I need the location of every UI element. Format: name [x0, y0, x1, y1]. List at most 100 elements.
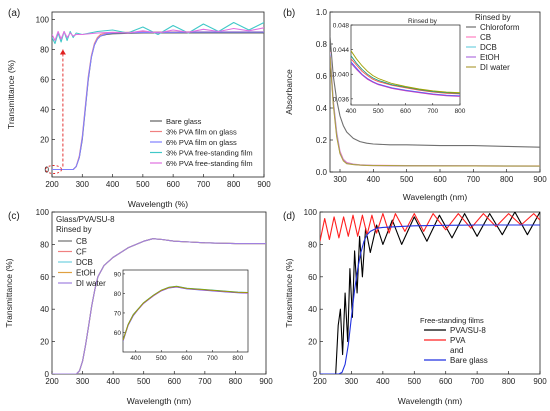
x-tick-label: 500	[408, 377, 422, 386]
inset-series-line-dcb	[351, 55, 460, 94]
x-tick-label: 400	[376, 377, 390, 386]
series-group	[330, 35, 540, 167]
legend-label: CF	[76, 248, 87, 257]
x-tick-label: 900	[533, 175, 547, 184]
x-tick-label: 600	[166, 180, 180, 189]
series-line-di-water	[330, 56, 540, 167]
x-tick-label: 800	[229, 377, 243, 386]
legend-label: DCB	[480, 43, 497, 52]
inset-series-group	[123, 285, 248, 342]
x-tick-label: 300	[345, 377, 359, 386]
series-group	[52, 21, 264, 171]
x-tick-label: 600	[168, 377, 182, 386]
series-group	[52, 238, 266, 374]
series-line-bare-glass	[320, 224, 540, 374]
legend-label: 3% PVA film on glass	[166, 128, 237, 137]
legend-title: Rinsed by	[475, 13, 511, 22]
panel-a: (a) 200 300 400 500 600 700 800 900 0 20 40 60 80 100 W…	[6, 8, 271, 209]
legend-title: Free-standing films	[420, 316, 484, 325]
x-tick-label: 900	[259, 377, 273, 386]
inset-y-tick-label: 0.040	[333, 72, 350, 79]
y-tick-label: 100	[304, 208, 318, 217]
y-tick-label: 20	[40, 136, 49, 145]
x-tick-label: 700	[198, 377, 212, 386]
legend-label: PVA	[450, 336, 466, 345]
inset-legend-title: Rinsed by	[408, 18, 438, 25]
y-tick-label: 80	[40, 46, 49, 55]
legend-label: DI water	[76, 279, 106, 288]
x-tick-label: 300	[76, 180, 90, 189]
inset-frame	[122, 269, 249, 353]
plot-frame	[51, 11, 265, 178]
x-tick-label: 500	[400, 175, 414, 184]
y-tick-label: 0.4	[316, 104, 328, 113]
inset-x-tick-label: 800	[455, 108, 466, 115]
series-line-chloroform	[330, 35, 540, 148]
y-tick-label: 20	[308, 338, 317, 347]
panel-label: (b)	[283, 8, 295, 19]
inset-y-tick-label: 0.044	[333, 47, 350, 54]
y-tick-label: 60	[40, 273, 49, 282]
inset-x-tick-label: 400	[130, 355, 141, 362]
x-tick-label: 400	[106, 180, 120, 189]
x-tick-label: 700	[470, 377, 484, 386]
x-tick-label: 600	[433, 175, 447, 184]
series-line-6-pva-free-standing-film	[52, 27, 264, 42]
legend-label: EtOH	[76, 269, 96, 278]
inset-x-tick-label: 500	[373, 108, 384, 115]
inset-series-group	[351, 50, 460, 97]
inset-y-tick-label: 70	[114, 310, 122, 317]
y-tick-label: 80	[308, 240, 317, 249]
legend-title: Rinsed by	[56, 225, 92, 234]
series-line-pva-su-8	[320, 212, 540, 374]
y-tick-label: 0.8	[316, 40, 328, 49]
y-axis-label: Transmittance (%)	[6, 60, 16, 129]
annotation-ellipse	[45, 165, 62, 174]
y-tick-label: 60	[308, 273, 317, 282]
plot-frame	[319, 211, 541, 375]
x-tick-label: 500	[137, 377, 151, 386]
inset-series-line-chloroform	[351, 58, 460, 95]
x-tick-label: 400	[367, 175, 381, 184]
x-axis-label: Wavelength (nm)	[398, 396, 463, 406]
y-tick-label: 80	[40, 240, 49, 249]
plot-frame	[51, 211, 267, 375]
x-tick-label: 200	[313, 377, 327, 386]
x-tick-label: 200	[45, 377, 59, 386]
y-tick-label: 0	[45, 370, 50, 379]
x-axis-label: Wavelength (%)	[128, 199, 188, 209]
x-tick-label: 200	[45, 180, 59, 189]
legend-label: 3% PVA free-standing film	[166, 149, 253, 158]
y-tick-label: 1.0	[316, 8, 328, 17]
legend-label: Bare glass	[450, 356, 488, 365]
series-line-pva	[320, 213, 540, 242]
legend-label: DI water	[480, 63, 510, 72]
legend-title: Glass/PVA/SU-8	[56, 215, 115, 224]
series-group	[320, 212, 540, 374]
series-line-di-water	[52, 238, 266, 374]
y-tick-label: 0.0	[316, 168, 328, 177]
x-tick-label: 500	[136, 180, 150, 189]
y-tick-label: 0	[313, 370, 318, 379]
inset-x-tick-label: 700	[207, 355, 218, 362]
y-axis-label: Transmittance (%)	[4, 258, 14, 327]
inset-series-line-cb	[351, 61, 460, 97]
x-tick-label: 600	[439, 377, 453, 386]
panel-b: (b) 300 400 500 600 700 800 900 0.0 0.2 0.4 0.6 0.8 1…	[283, 8, 547, 202]
x-tick-label: 300	[76, 377, 90, 386]
x-axis-label: Wavelength (nm)	[403, 192, 468, 202]
y-axis-label: Transmittance (%)	[284, 258, 294, 327]
inset-b: 400 500 600 700 800 0.036 0.040 0.044 0.048	[333, 23, 466, 116]
series-line-3-pva-free-standing-film	[52, 21, 264, 45]
inset-y-tick-label: 0.036	[333, 96, 350, 103]
inset-series-line-di-water	[123, 285, 248, 341]
inset-x-tick-label: 700	[427, 108, 438, 115]
x-tick-label: 300	[333, 175, 347, 184]
y-tick-label: 0	[45, 166, 50, 175]
inset-series-line-etoh	[351, 62, 460, 97]
inset-y-tick-label: 80	[114, 291, 122, 298]
